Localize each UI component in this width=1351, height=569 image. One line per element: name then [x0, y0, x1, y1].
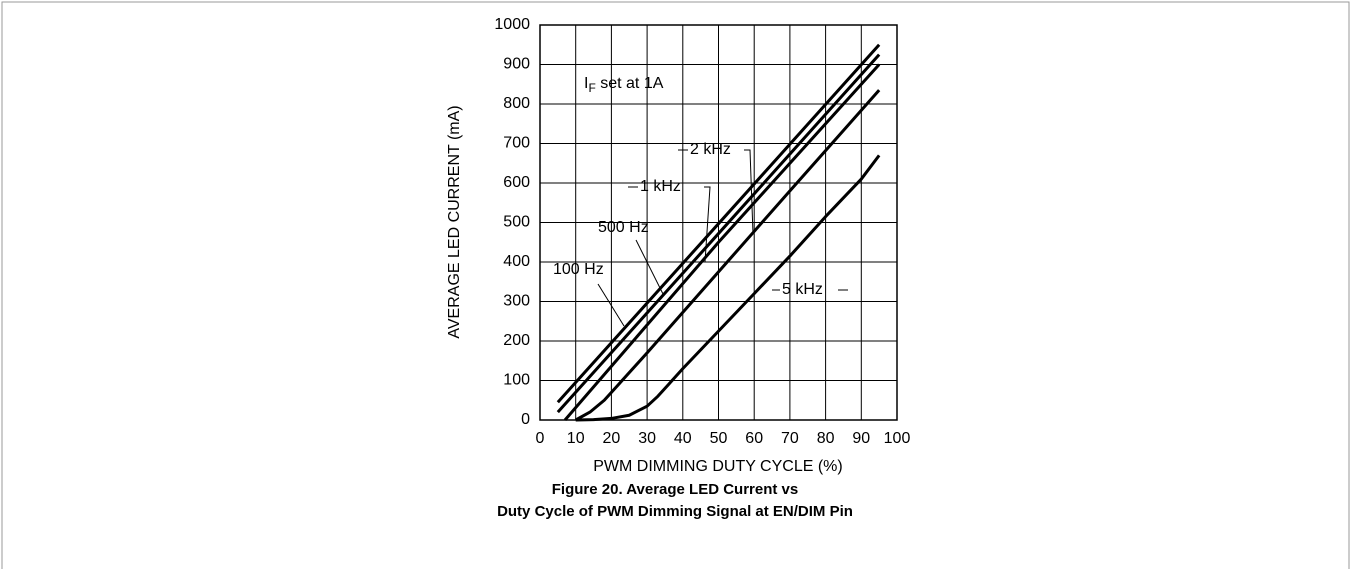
x-tick-label: 70 [781, 430, 799, 447]
annotation-main: I [584, 75, 588, 92]
annotation: IF set at 1A [584, 75, 664, 95]
y-tick-label: 800 [503, 95, 530, 112]
series-label: 5 kHz [782, 281, 823, 298]
y-tick-label: 400 [503, 253, 530, 270]
plot-frame [539, 24, 898, 421]
title-line: Figure 20. Average LED Current vs [552, 481, 798, 498]
annotation-sub: F [588, 81, 595, 95]
y-tick-label: 500 [503, 214, 530, 231]
series-label: 2 kHz [690, 141, 731, 158]
x-axis-label: PWM DIMMING DUTY CYCLE (%) [593, 458, 842, 475]
title-line: Duty Cycle of PWM Dimming Signal at EN/D… [497, 503, 853, 520]
x-tick-label: 60 [745, 430, 763, 447]
y-tick-label: 300 [503, 293, 530, 310]
x-tick-label: 80 [817, 430, 835, 447]
y-tick-label: 700 [503, 135, 530, 152]
series-line [556, 43, 881, 404]
x-tick-label: 10 [567, 430, 585, 447]
y-tick-label: 1000 [494, 16, 530, 33]
series-label: 500 Hz [598, 219, 649, 236]
y-tick-label: 600 [503, 174, 530, 191]
y-tick-label: 900 [503, 56, 530, 73]
series-line [574, 89, 881, 422]
leader [678, 149, 754, 235]
x-tick-label: 20 [603, 430, 621, 447]
y-tick-label: 100 [503, 372, 530, 389]
y-axis-label: AVERAGE LED CURRENT (mA) [446, 105, 463, 338]
series-label: 1 kHz [640, 178, 681, 195]
leader [635, 239, 664, 295]
x-tick-label: 30 [638, 430, 656, 447]
x-tick-label: 90 [852, 430, 870, 447]
annotation-rest: set at 1A [596, 75, 664, 92]
series-line [575, 154, 881, 422]
y-tick-label: 200 [503, 332, 530, 349]
x-tick-label: 40 [674, 430, 692, 447]
y-tick-label: 0 [521, 411, 530, 428]
x-tick-label: 0 [536, 430, 545, 447]
series-label: 100 Hz [553, 261, 604, 278]
x-tick-label: 100 [884, 430, 911, 447]
series-line [556, 53, 881, 414]
x-tick-label: 50 [710, 430, 728, 447]
series-line [563, 63, 881, 421]
